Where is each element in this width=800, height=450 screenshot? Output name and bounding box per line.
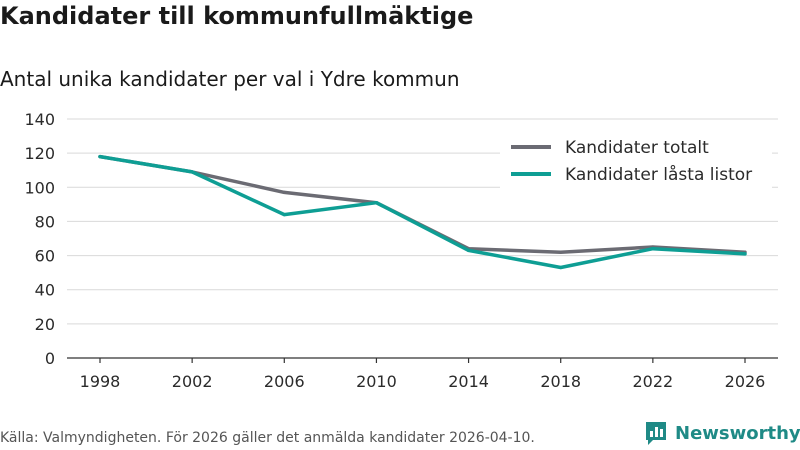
newsworthy-icon <box>646 422 666 445</box>
x-tick-label: 2010 <box>356 372 397 391</box>
x-tick-label: 2018 <box>540 372 581 391</box>
data-point <box>743 252 747 256</box>
x-tick-label: 2014 <box>448 372 489 391</box>
y-tick-label: 40 <box>35 281 55 300</box>
data-point <box>466 248 471 253</box>
y-tick-label: 60 <box>35 247 55 266</box>
chart-title: Kandidater till kommunfullmäktige <box>0 2 474 30</box>
series-lines <box>98 154 747 270</box>
x-tick-label: 1998 <box>80 372 121 391</box>
brand-logo: Newsworthy <box>644 420 800 446</box>
x-tick-label: 2026 <box>725 372 766 391</box>
source-note: Källa: Valmyndigheten. För 2026 gäller d… <box>0 430 535 446</box>
y-tick-label: 80 <box>35 212 55 231</box>
data-point <box>651 247 655 251</box>
y-tick-label: 20 <box>35 315 55 334</box>
x-tick-label: 2022 <box>632 372 673 391</box>
data-point <box>190 170 194 174</box>
legend-label-locked: Kandidater låsta listor <box>565 164 752 185</box>
series-line-locked <box>98 154 747 270</box>
y-axis-ticks: 0 20 40 60 80 100 120 140 <box>24 110 55 368</box>
y-tick-label: 0 <box>45 349 55 368</box>
data-point <box>559 250 563 254</box>
y-tick-label: 100 <box>24 178 55 197</box>
data-point <box>559 265 563 270</box>
chart-subtitle: Antal unika kandidater per val i Ydre ko… <box>0 67 460 91</box>
data-point <box>282 190 286 195</box>
legend-background <box>500 128 772 192</box>
legend-label-total: Kandidater totalt <box>565 138 709 158</box>
data-point <box>374 201 379 205</box>
data-point <box>282 213 286 217</box>
y-tick-label: 140 <box>24 110 55 129</box>
legend: Kandidater totalt Kandidater låsta listo… <box>500 128 772 192</box>
x-tick-label: 2002 <box>172 372 213 391</box>
x-tick-label: 2006 <box>264 372 305 391</box>
x-axis-ticks: 1998 2002 2006 2010 2014 2018 2022 2026 <box>80 358 766 391</box>
brand-name: Newsworthy <box>675 422 800 444</box>
data-point <box>98 154 102 159</box>
y-tick-label: 120 <box>24 144 55 163</box>
